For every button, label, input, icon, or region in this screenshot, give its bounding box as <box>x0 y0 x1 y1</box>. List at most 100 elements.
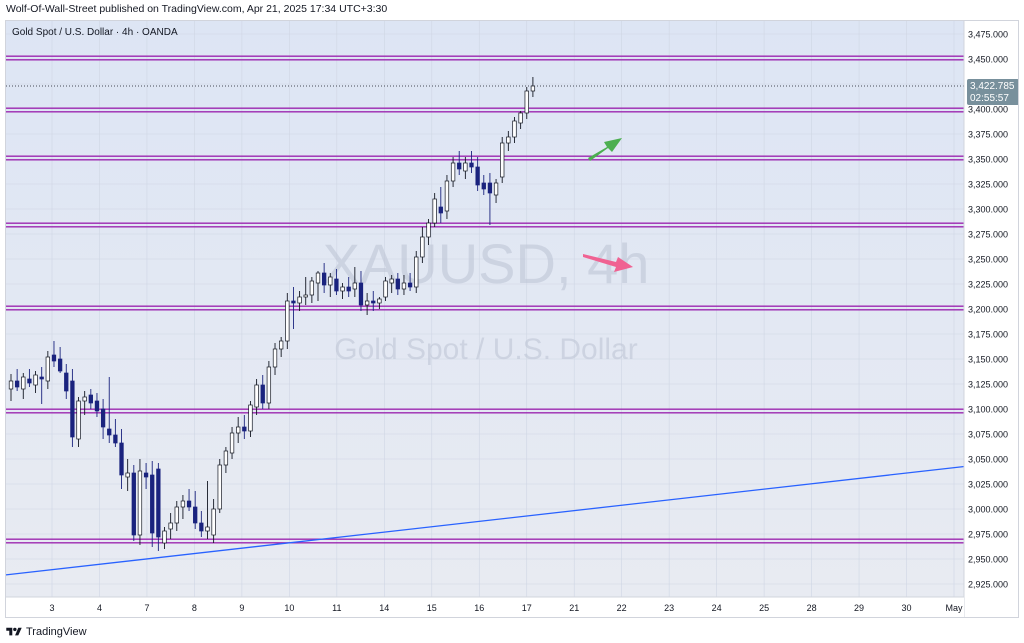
candle-up[interactable] <box>297 296 302 304</box>
candle-up[interactable] <box>168 522 173 530</box>
candle-up[interactable] <box>8 380 14 390</box>
candle-up[interactable] <box>315 272 321 284</box>
candle-up[interactable] <box>414 256 419 288</box>
candle-down[interactable] <box>100 408 106 428</box>
candle-down[interactable] <box>260 384 265 404</box>
candle-up[interactable] <box>248 404 253 432</box>
candle-down[interactable] <box>119 442 124 476</box>
candle-up[interactable] <box>217 464 222 510</box>
candle-down[interactable] <box>14 380 20 388</box>
candle-down[interactable] <box>438 206 443 214</box>
candle-down[interactable] <box>186 500 192 508</box>
candle-up[interactable] <box>137 470 143 536</box>
candle-down[interactable] <box>334 278 339 292</box>
annotation-arrows[interactable] <box>583 138 633 272</box>
candle-up[interactable] <box>530 85 536 92</box>
tradingview-logo-icon <box>6 627 22 636</box>
candle-up[interactable] <box>389 278 394 284</box>
candle-up[interactable] <box>236 426 241 434</box>
candle-up[interactable] <box>401 282 407 290</box>
price-axis[interactable]: 2,925.000 2,950.000 2,975.000 3,000.000 3,02… <box>968 30 1008 590</box>
candle-up[interactable] <box>364 300 370 306</box>
candle-up[interactable] <box>518 112 523 124</box>
candle-down[interactable] <box>88 394 93 404</box>
candle-down[interactable] <box>70 380 75 438</box>
candle-up[interactable] <box>303 294 308 298</box>
candle-up[interactable] <box>512 120 517 138</box>
candle-down[interactable] <box>469 162 474 168</box>
candle-down[interactable] <box>57 358 63 372</box>
candle-up[interactable] <box>180 500 186 508</box>
time-axis[interactable]: 3 4 7 8 9 10 11 14 15 16 17 21 22 23 24 25 28 29 30 May <box>49 603 963 613</box>
candle-up[interactable] <box>76 400 81 440</box>
candle-up[interactable] <box>162 530 167 544</box>
candle-down[interactable] <box>487 182 493 194</box>
pink-down-arrow[interactable] <box>583 254 633 272</box>
candle-up[interactable] <box>420 236 425 258</box>
candle-up[interactable] <box>450 162 456 182</box>
candle-up[interactable] <box>377 298 382 304</box>
candle-up[interactable] <box>506 136 511 144</box>
candle-up[interactable] <box>500 142 505 178</box>
candle-down[interactable] <box>346 286 351 292</box>
watermark-name: Gold Spot / U.S. Dollar <box>334 333 637 366</box>
candle-up[interactable] <box>279 340 284 350</box>
candle-up[interactable] <box>383 280 388 298</box>
time-tick-label: 24 <box>712 603 722 613</box>
candle-down[interactable] <box>107 428 112 436</box>
candle-down[interactable] <box>475 166 480 186</box>
candle-up[interactable] <box>426 222 431 238</box>
candle-down[interactable] <box>481 182 486 190</box>
candle-up[interactable] <box>266 366 272 404</box>
candle-down[interactable] <box>27 378 32 384</box>
candle-up[interactable] <box>272 348 278 368</box>
candle-up[interactable] <box>432 198 437 224</box>
candle-down[interactable] <box>143 472 149 478</box>
candle-down[interactable] <box>457 162 462 170</box>
candle-up[interactable] <box>125 472 130 478</box>
candle-up[interactable] <box>82 396 87 402</box>
candle-down[interactable] <box>358 282 364 306</box>
candle-down[interactable] <box>39 376 44 380</box>
candle-down[interactable] <box>64 372 69 392</box>
candle-down[interactable] <box>395 278 400 290</box>
candle-up[interactable] <box>254 384 259 408</box>
candle-down[interactable] <box>242 426 247 432</box>
candle-down[interactable] <box>156 468 161 538</box>
candle-up[interactable] <box>340 286 345 292</box>
candle-down[interactable] <box>199 522 204 532</box>
candle-down[interactable] <box>371 300 376 304</box>
green-up-arrow[interactable] <box>588 138 622 161</box>
candle-up[interactable] <box>309 280 315 296</box>
candle-up[interactable] <box>493 182 499 196</box>
ascending-trendline[interactable] <box>6 465 969 576</box>
candle-up[interactable] <box>33 374 38 386</box>
candle-down[interactable] <box>407 282 413 288</box>
candles[interactable] <box>8 77 536 551</box>
candle-up[interactable] <box>352 282 357 290</box>
candle-up[interactable] <box>174 506 179 524</box>
candle-up[interactable] <box>223 450 229 466</box>
candle-down[interactable] <box>94 400 100 412</box>
candle-down[interactable] <box>321 272 327 286</box>
candle-up[interactable] <box>463 162 468 172</box>
chart-frame[interactable]: XAUUSD, 4h Gold Spot / U.S. Dollar Gold … <box>5 20 1019 618</box>
candle-down[interactable] <box>113 434 118 444</box>
candle-down[interactable] <box>291 300 296 304</box>
candle-down[interactable] <box>193 506 198 524</box>
last-price-tag-background <box>967 79 1018 105</box>
candle-up[interactable] <box>285 300 290 342</box>
candle-down[interactable] <box>150 474 155 534</box>
time-tick-label: 4 <box>97 603 102 613</box>
candle-up[interactable] <box>211 508 216 536</box>
candle-down[interactable] <box>51 354 57 362</box>
candle-up[interactable] <box>21 376 26 390</box>
candle-up[interactable] <box>229 432 235 454</box>
candle-up[interactable] <box>45 356 50 382</box>
candlestick-chart[interactable]: XAUUSD, 4h Gold Spot / U.S. Dollar Gold … <box>6 21 1019 618</box>
candle-up[interactable] <box>524 90 529 114</box>
candle-down[interactable] <box>131 472 136 536</box>
candle-up[interactable] <box>328 276 333 286</box>
candle-up[interactable] <box>205 526 210 532</box>
candle-up[interactable] <box>444 180 450 212</box>
